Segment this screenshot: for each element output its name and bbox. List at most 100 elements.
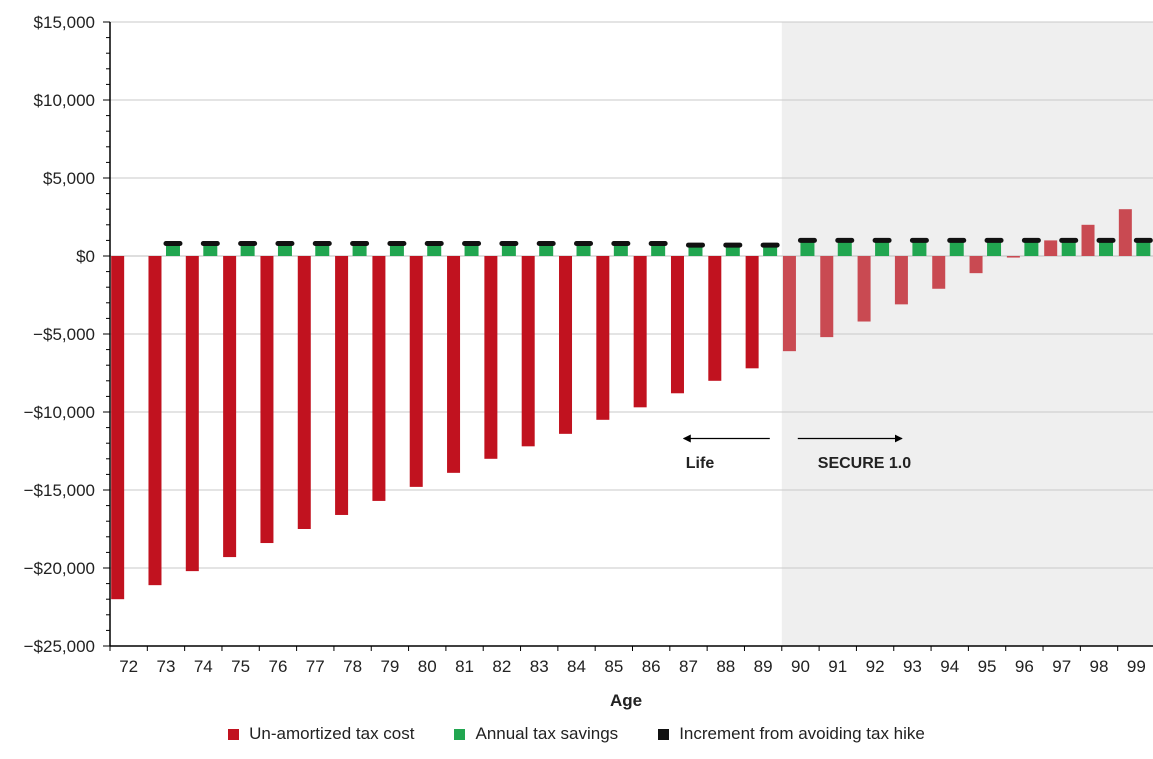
y-tick-label: −$10,000 <box>24 403 95 422</box>
bar-un-amortized-tax-cost <box>1006 256 1020 258</box>
marker-increment-from-avoiding-tax-hike <box>424 241 444 247</box>
bar-annual-tax-savings <box>912 240 927 256</box>
bar-un-amortized-tax-cost <box>1044 240 1058 256</box>
annotation-secure: SECURE 1.0 <box>818 455 911 472</box>
bar-annual-tax-savings <box>389 243 404 256</box>
x-tick-label: 89 <box>754 657 773 676</box>
bar-un-amortized-tax-cost <box>894 256 908 305</box>
legend-swatch <box>228 728 240 740</box>
bar-annual-tax-savings <box>240 243 255 256</box>
bar-annual-tax-savings <box>464 243 479 256</box>
y-tick-label: −$25,000 <box>24 637 95 656</box>
bar-un-amortized-tax-cost <box>372 256 386 501</box>
bar-un-amortized-tax-cost <box>447 256 461 473</box>
bar-annual-tax-savings <box>1099 240 1114 256</box>
marker-increment-from-avoiding-tax-hike <box>1096 237 1116 243</box>
bar-un-amortized-tax-cost <box>185 256 199 572</box>
x-axis-title: Age <box>610 691 642 710</box>
bar-annual-tax-savings <box>576 243 591 256</box>
x-tick-label: 91 <box>828 657 847 676</box>
x-tick-label: 73 <box>157 657 176 676</box>
x-tick-label: 81 <box>455 657 474 676</box>
marker-increment-from-avoiding-tax-hike <box>536 241 556 247</box>
x-tick-label: 96 <box>1015 657 1034 676</box>
marker-increment-from-avoiding-tax-hike <box>499 241 519 247</box>
marker-increment-from-avoiding-tax-hike <box>163 241 183 247</box>
bar-annual-tax-savings <box>352 243 367 256</box>
y-tick-label: $5,000 <box>43 169 95 188</box>
annotation-life: Life <box>686 455 715 472</box>
y-tick-label: $0 <box>76 247 95 266</box>
x-tick-label: 83 <box>530 657 549 676</box>
marker-increment-from-avoiding-tax-hike <box>574 241 594 247</box>
x-tick-label: 82 <box>492 657 511 676</box>
marker-increment-from-avoiding-tax-hike <box>462 241 482 247</box>
legend-item: Un-amortized tax cost <box>228 724 414 744</box>
y-tick-label: $15,000 <box>34 13 95 32</box>
x-tick-label: 97 <box>1052 657 1071 676</box>
legend-item: Increment from avoiding tax hike <box>658 724 925 744</box>
bar-un-amortized-tax-cost <box>633 256 647 408</box>
bar-annual-tax-savings <box>277 243 292 256</box>
bar-annual-tax-savings <box>875 240 890 256</box>
legend-label: Annual tax savings <box>475 724 619 743</box>
x-tick-label: 94 <box>940 657 959 676</box>
x-tick-label: 88 <box>716 657 735 676</box>
bar-un-amortized-tax-cost <box>484 256 498 459</box>
bar-annual-tax-savings <box>315 243 330 256</box>
bar-annual-tax-savings <box>1061 240 1076 256</box>
bar-un-amortized-tax-cost <box>148 256 162 586</box>
bar-annual-tax-savings <box>800 240 815 256</box>
marker-increment-from-avoiding-tax-hike <box>350 241 370 247</box>
x-tick-label: 72 <box>119 657 138 676</box>
legend: Un-amortized tax cost Annual tax savings I… <box>0 724 1153 744</box>
bar-un-amortized-tax-cost <box>409 256 423 487</box>
x-tick-label: 86 <box>642 657 661 676</box>
bar-annual-tax-savings <box>688 245 703 256</box>
marker-increment-from-avoiding-tax-hike <box>200 241 220 247</box>
bar-un-amortized-tax-cost <box>335 256 349 515</box>
x-tick-label: 92 <box>866 657 885 676</box>
legend-item: Annual tax savings <box>454 724 618 744</box>
y-tick-label: $10,000 <box>34 91 95 110</box>
bar-annual-tax-savings <box>203 243 218 256</box>
bar-annual-tax-savings <box>987 240 1002 256</box>
marker-increment-from-avoiding-tax-hike <box>723 242 743 248</box>
marker-increment-from-avoiding-tax-hike <box>387 241 407 247</box>
legend-swatch <box>454 728 466 740</box>
x-tick-label: 77 <box>306 657 325 676</box>
bar-un-amortized-tax-cost <box>1081 224 1095 256</box>
marker-increment-from-avoiding-tax-hike <box>909 237 929 243</box>
bar-annual-tax-savings <box>725 245 740 256</box>
bar-un-amortized-tax-cost <box>782 256 796 352</box>
marker-increment-from-avoiding-tax-hike <box>312 241 332 247</box>
x-tick-label: 80 <box>418 657 437 676</box>
bar-annual-tax-savings <box>613 243 628 256</box>
bar-un-amortized-tax-cost <box>745 256 759 369</box>
bar-chart: $15,000 $10,000 $5,000 $0 −$5,000 −$10,000 −$1… <box>24 13 1153 710</box>
bar-un-amortized-tax-cost <box>297 256 311 529</box>
marker-increment-from-avoiding-tax-hike <box>1059 237 1079 243</box>
marker-increment-from-avoiding-tax-hike <box>1021 237 1041 243</box>
marker-increment-from-avoiding-tax-hike <box>872 237 892 243</box>
x-tick-label: 74 <box>194 657 213 676</box>
bar-annual-tax-savings <box>651 243 666 256</box>
bar-un-amortized-tax-cost <box>857 256 871 322</box>
x-tick-label: 87 <box>679 657 698 676</box>
x-tick-label: 76 <box>268 657 287 676</box>
x-tick-label: 84 <box>567 657 586 676</box>
legend-label: Increment from avoiding tax hike <box>679 724 925 743</box>
bar-un-amortized-tax-cost <box>223 256 237 558</box>
bar-un-amortized-tax-cost <box>559 256 573 434</box>
bar-annual-tax-savings <box>427 243 442 256</box>
y-tick-label: −$15,000 <box>24 481 95 500</box>
bar-annual-tax-savings <box>501 243 516 256</box>
bar-un-amortized-tax-cost <box>521 256 535 447</box>
marker-increment-from-avoiding-tax-hike <box>947 237 967 243</box>
bar-un-amortized-tax-cost <box>596 256 610 420</box>
bar-annual-tax-savings <box>763 245 778 256</box>
bar-annual-tax-savings <box>837 240 852 256</box>
legend-label: Un-amortized tax cost <box>249 724 415 743</box>
y-tick-label: −$20,000 <box>24 559 95 578</box>
bar-un-amortized-tax-cost <box>708 256 722 381</box>
